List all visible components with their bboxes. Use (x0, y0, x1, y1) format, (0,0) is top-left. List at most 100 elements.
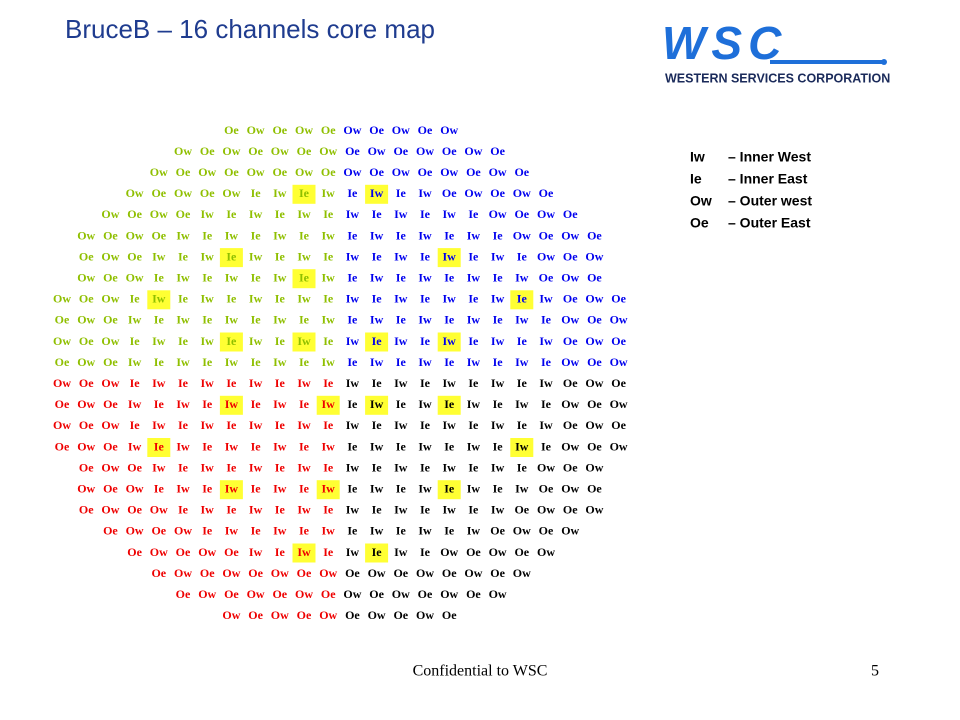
channel: Iw (225, 228, 239, 242)
highlight (510, 290, 534, 310)
channel: Oe (539, 270, 554, 284)
channel: Ie (347, 524, 358, 538)
channel: Ow (101, 418, 119, 432)
channel: Iw (443, 460, 457, 474)
channel: Iw (443, 503, 457, 517)
channel: Ie (517, 418, 528, 432)
channel: Oe (272, 587, 287, 601)
channel: Ie (323, 334, 334, 348)
channel: Oe (200, 186, 215, 200)
channel: Iw (322, 313, 336, 327)
channel: Iw (322, 355, 336, 369)
channel: Ow (101, 207, 119, 221)
channel: Iw (249, 545, 263, 559)
legend: Iw – Inner West Ie – Inner East Ow – Outer we… (690, 149, 812, 231)
channel: Ow (343, 165, 361, 179)
channel: Iw (176, 228, 190, 242)
channel: Ie (396, 524, 407, 538)
channel: Ie (372, 249, 383, 263)
channel: Ie (226, 292, 237, 306)
channel: Ie (299, 228, 310, 242)
channel: Ie (493, 270, 504, 284)
channel: Iw (418, 355, 432, 369)
channel: Iw (418, 228, 432, 242)
logo-dot (881, 59, 887, 65)
legend-code: Ie (690, 171, 702, 187)
channel: Oe (563, 334, 578, 348)
channel: Iw (297, 207, 311, 221)
channel: Oe (127, 545, 142, 559)
channel: Ie (299, 397, 310, 411)
channel: Ie (202, 228, 213, 242)
channel: Ow (174, 566, 192, 580)
channel: Ie (420, 249, 431, 263)
channel: Oe (393, 608, 408, 622)
channel: Iw (225, 524, 239, 538)
channel: Ow (537, 545, 555, 559)
channel: Ie (468, 376, 479, 390)
channel: Oe (418, 587, 433, 601)
channel: Ow (561, 397, 579, 411)
channel: Oe (176, 545, 191, 559)
channel: Ie (517, 249, 528, 263)
channel: Iw (201, 249, 215, 263)
channel: Ie (226, 207, 237, 221)
channel: Oe (151, 186, 166, 200)
highlight (365, 332, 389, 352)
channel: Iw (201, 503, 215, 517)
channel: Ow (150, 207, 168, 221)
channel: Oe (587, 270, 602, 284)
channel: Iw (225, 397, 239, 411)
channel: Iw (273, 228, 287, 242)
channel: Ow (561, 313, 579, 327)
channel: Oe (345, 608, 360, 622)
channel: Ow (295, 165, 313, 179)
channel: Oe (490, 524, 505, 538)
channel: Ow (77, 439, 95, 453)
channel: Ow (537, 207, 555, 221)
highlight (437, 332, 461, 352)
channel: Oe (55, 313, 70, 327)
channel: Ie (130, 334, 141, 348)
highlight (365, 543, 389, 563)
channel: Ow (150, 545, 168, 559)
channel: Iw (515, 313, 529, 327)
channel: Oe (442, 608, 457, 622)
channel: Ow (271, 608, 289, 622)
highlight (292, 184, 316, 204)
channel: Iw (297, 503, 311, 517)
channel: Ie (468, 334, 479, 348)
channel: Ie (154, 313, 165, 327)
channel: Iw (394, 545, 408, 559)
channel: Ie (517, 292, 528, 306)
channel: Iw (443, 334, 457, 348)
channel: Ow (513, 566, 531, 580)
channel: Ow (513, 228, 531, 242)
channel: Ie (251, 270, 262, 284)
channel: Ow (222, 144, 240, 158)
channel: Iw (297, 376, 311, 390)
channel: Iw (346, 545, 360, 559)
channel: Oe (369, 165, 384, 179)
channel: Ow (464, 186, 482, 200)
footer: Confidential to WSC (413, 663, 548, 680)
channel: Ow (150, 503, 168, 517)
channel: Ie (444, 397, 455, 411)
channel: Ie (154, 439, 165, 453)
channel: Ow (101, 292, 119, 306)
channel: Ow (53, 334, 71, 348)
channel: Ow (126, 481, 144, 495)
logo-bar (770, 60, 882, 64)
channel: Ie (178, 460, 189, 474)
channel: Ow (77, 228, 95, 242)
channel: Iw (418, 397, 432, 411)
channel: Ie (226, 376, 237, 390)
channel: Iw (491, 418, 505, 432)
channel: Ie (226, 334, 237, 348)
channel: Ow (440, 587, 458, 601)
channel: Ow (101, 249, 119, 263)
channel: Ie (493, 313, 504, 327)
channel: Iw (249, 418, 263, 432)
channel: Oe (248, 608, 263, 622)
channel: Ow (319, 144, 337, 158)
